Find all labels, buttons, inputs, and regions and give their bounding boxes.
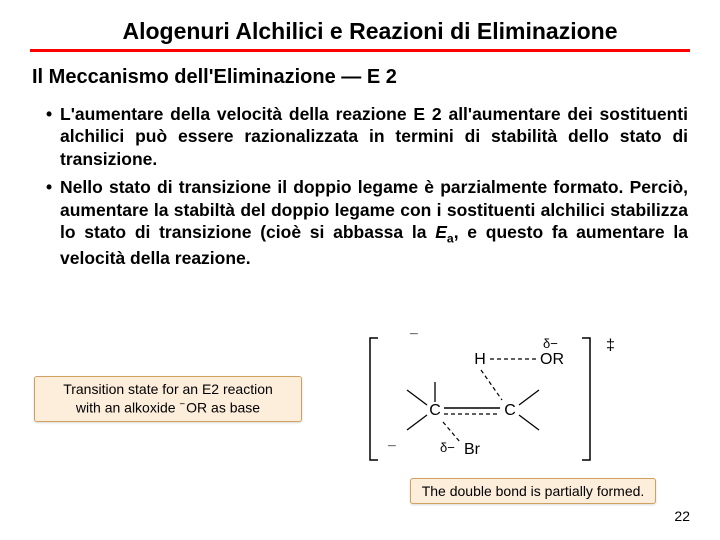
atom-h: H xyxy=(474,351,486,368)
slide-title: Alogenuri Alchilici e Reazioni di Elimin… xyxy=(28,18,692,45)
title-underline xyxy=(30,49,690,52)
bullet-list: L'aumentare della velocità della reazion… xyxy=(28,103,692,270)
minus-superscript: − xyxy=(179,399,185,410)
ea-symbol-e: E xyxy=(435,222,447,242)
left-caption-line1: Transition state for an E2 reaction xyxy=(63,381,273,397)
transition-state-diagram: ‡ H δ− OR C C xyxy=(340,330,630,480)
slide-subtitle: Il Meccanismo dell'Eliminazione — E 2 xyxy=(28,66,692,89)
left-caption-line2-or: OR as base xyxy=(186,399,260,415)
delta-minus-br: δ− xyxy=(440,440,455,455)
atom-or: OR xyxy=(540,351,564,368)
double-dagger: ‡ xyxy=(606,337,615,354)
figure-area: Transition state for an E2 reaction with… xyxy=(0,330,720,500)
stray-minus-top: ¯ xyxy=(409,331,418,347)
delta-minus-or: δ− xyxy=(543,336,558,351)
bullet-2: Nello stato di transizione il doppio leg… xyxy=(46,176,688,269)
bottom-caption-box: The double bond is partially formed. xyxy=(410,478,656,504)
ea-symbol-a: a xyxy=(447,231,454,245)
bottom-caption-text: The double bond is partially formed. xyxy=(422,483,645,499)
atom-c2: C xyxy=(504,402,516,419)
page-number: 22 xyxy=(674,508,690,524)
left-caption-box: Transition state for an E2 reaction with… xyxy=(34,376,302,422)
bullet-1: L'aumentare della velocità della reazion… xyxy=(46,103,688,170)
atom-br: Br xyxy=(464,441,481,458)
stray-minus-bottom: ¯ xyxy=(387,443,396,459)
left-caption-line2-pre: with an alkoxide xyxy=(76,399,180,415)
atom-c1: C xyxy=(429,402,441,419)
